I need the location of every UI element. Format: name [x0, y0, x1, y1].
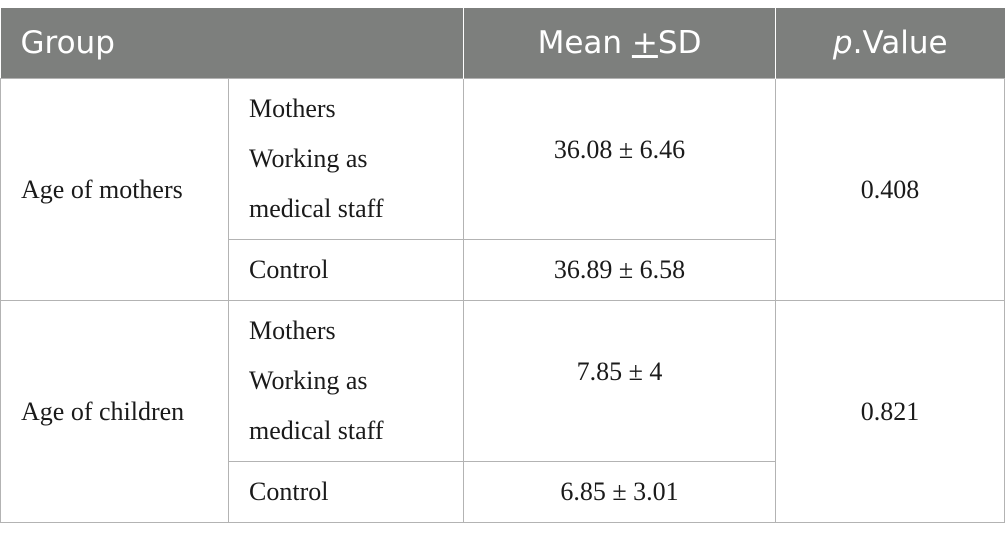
- subgroup-label-line: medical staff: [249, 416, 384, 445]
- header-plus-sign: +: [631, 25, 658, 61]
- header-mean-sd: Mean +SD: [463, 8, 777, 79]
- header-mean-prefix: Mean: [537, 25, 632, 61]
- table-row: Age of children Mothers Working as medic…: [0, 300, 1005, 523]
- header-p-italic: p: [832, 25, 853, 61]
- mean-sd-cell: 7.85 ± 4: [463, 300, 777, 462]
- header-mean-suffix: SD: [657, 25, 702, 61]
- p-value: 0.821: [860, 396, 920, 426]
- p-value: 0.408: [860, 174, 920, 204]
- group-cell: Age of children: [0, 300, 229, 523]
- mean-sd-cell: 36.08 ± 6.46: [463, 78, 777, 240]
- header-row: Group Mean +SD p.Value: [0, 8, 1005, 79]
- header-p-value: p.Value: [775, 8, 1005, 79]
- table-row: Age of mothers Mothers Working as medica…: [0, 78, 1005, 301]
- subgroup-label-line: medical staff: [249, 194, 384, 223]
- mean-sd-value: 6.85 ± 3.01: [560, 477, 679, 506]
- header-group-label: Group: [20, 25, 115, 61]
- mean-sd-value: 7.85 ± 4: [576, 357, 663, 386]
- mean-sd-value: 36.08 ± 6.46: [553, 135, 686, 164]
- subgroup-label-line: Working as: [249, 366, 368, 395]
- group-cell: Age of mothers: [0, 78, 229, 301]
- header-p-rest: .Value: [852, 25, 948, 61]
- subgroup-cell: Control: [227, 461, 465, 523]
- mean-sd-cell: 36.89 ± 6.58: [463, 239, 777, 301]
- mean-sd-value: 36.89 ± 6.58: [553, 255, 686, 284]
- subgroup-cell: Mothers Working as medical staff: [227, 300, 465, 462]
- group-label: Age of children: [21, 396, 185, 426]
- subgroup-label-line: Control: [249, 477, 329, 506]
- mean-sd-cell: 6.85 ± 3.01: [463, 461, 777, 523]
- statistics-table: Group Mean +SD p.Value Age of mothers Mo…: [0, 8, 1005, 523]
- table-row: Control 36.89 ± 6.58: [1, 239, 1005, 301]
- subgroup-label-line: Mothers: [249, 316, 336, 345]
- subgroup-label-line: Mothers: [249, 94, 336, 123]
- subgroup-label-line: Working as: [249, 144, 368, 173]
- p-value-cell: 0.821: [775, 300, 1005, 523]
- table-row: Control 6.85 ± 3.01: [1, 461, 1005, 523]
- p-value-cell: 0.408: [775, 78, 1005, 301]
- subgroup-cell: Mothers Working as medical staff: [227, 78, 465, 240]
- subgroup-cell: Control: [227, 239, 465, 301]
- group-label: Age of mothers: [21, 174, 183, 204]
- header-group: Group: [0, 8, 465, 79]
- subgroup-label-line: Control: [249, 255, 329, 284]
